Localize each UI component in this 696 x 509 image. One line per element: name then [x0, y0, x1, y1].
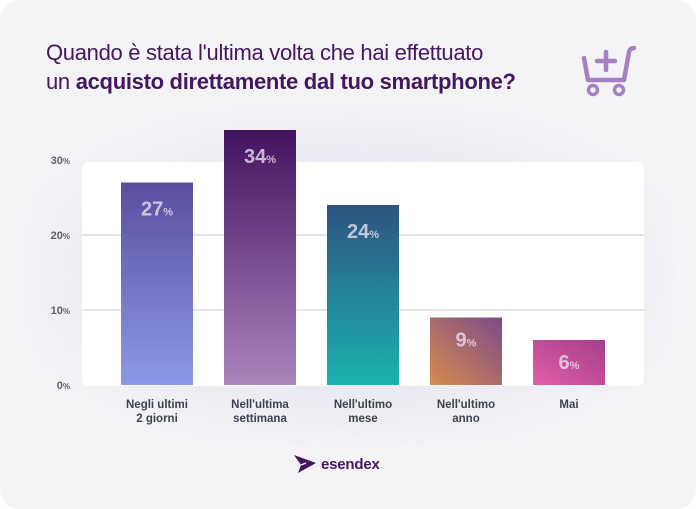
bar — [327, 205, 399, 385]
bar — [224, 130, 296, 385]
chart-title: Quando è stata l'ultima volta che hai ef… — [46, 38, 566, 96]
y-tick-label: 10% — [51, 305, 70, 317]
bar — [533, 340, 605, 385]
y-tick-label: 20% — [51, 230, 70, 242]
esendex-logo: esendex. — [293, 452, 382, 476]
y-tick-label: 0% — [57, 380, 70, 392]
title-line-2-bold: acquisto direttamente dal tuo smartphone… — [75, 69, 516, 94]
x-tick-label-line: mese — [348, 413, 378, 425]
bar — [121, 182, 193, 385]
x-tick-label: Nell'ultimo mese — [308, 398, 418, 426]
bar-value-label: 6% — [559, 352, 580, 374]
x-tick-label-line: 2 giorni — [136, 413, 178, 425]
x-tick-label: Nell'ultimo anno — [411, 398, 521, 426]
x-tick-label-line: Mai — [559, 399, 579, 411]
x-tick-label-line: anno — [452, 413, 480, 425]
brand-dot: . — [380, 464, 383, 470]
x-tick-label: Negli ultimi 2 giorni — [102, 398, 212, 426]
x-tick-label: Nell'ultima settimana — [205, 398, 315, 426]
x-tick-label-line: Nell'ultimo — [436, 399, 496, 411]
bar-value-label: 27% — [141, 199, 173, 221]
shopping-cart-add-icon — [581, 45, 637, 97]
title-line-2: un acquisto direttamente dal tuo smartph… — [46, 67, 566, 96]
esendex-arrow-icon — [294, 455, 316, 473]
title-line-1: Quando è stata l'ultima volta che hai ef… — [46, 40, 484, 65]
y-tick-label: 30% — [51, 155, 70, 167]
bar — [430, 317, 502, 385]
brand-name: esendex — [321, 455, 380, 473]
bar-value-label: 9% — [456, 330, 477, 352]
bar-value-label: 34% — [244, 146, 276, 168]
title-line-2-prefix: un — [46, 69, 76, 94]
x-tick-label-line: settimana — [233, 413, 287, 425]
x-tick-label-line: Nell'ultima — [231, 399, 289, 411]
x-tick-label-line: Nell'ultimo — [333, 399, 393, 411]
x-tick-label-line: Negli ultimi — [126, 399, 188, 411]
bar-value-label: 24% — [347, 221, 379, 243]
x-tick-label: Mai — [514, 398, 624, 412]
